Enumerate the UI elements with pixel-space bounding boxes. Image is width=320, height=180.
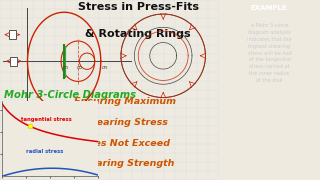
Text: $\sigma$: $\sigma$ (28, 113, 34, 121)
Text: $\sigma_2$: $\sigma_2$ (76, 64, 84, 72)
Text: Mohr 3-Circle Diagrams: Mohr 3-Circle Diagrams (4, 90, 137, 100)
Text: a Mohr 3-circle
diagram analysis
indicates that the
highest shearing
stress will: a Mohr 3-circle diagram analysis indicat… (247, 23, 292, 83)
Text: $\sigma_1$: $\sigma_1$ (62, 64, 69, 72)
Text: Shearing Stress: Shearing Stress (83, 118, 167, 127)
Text: Shearing Strength: Shearing Strength (76, 159, 174, 168)
Text: Ensuring Maximum: Ensuring Maximum (74, 97, 176, 106)
Text: radial stress: radial stress (26, 149, 63, 154)
Text: $\sigma_3$: $\sigma_3$ (101, 64, 108, 72)
Bar (10, 57, 17, 66)
Text: Stress in Press-Fits: Stress in Press-Fits (77, 2, 199, 12)
Bar (9, 30, 16, 39)
Text: tangential stress: tangential stress (21, 117, 72, 122)
Text: & Rotating Rings: & Rotating Rings (85, 29, 191, 39)
Text: Does Not Exceed: Does Not Exceed (80, 139, 170, 148)
Text: EXAMPLE:: EXAMPLE: (250, 5, 289, 11)
